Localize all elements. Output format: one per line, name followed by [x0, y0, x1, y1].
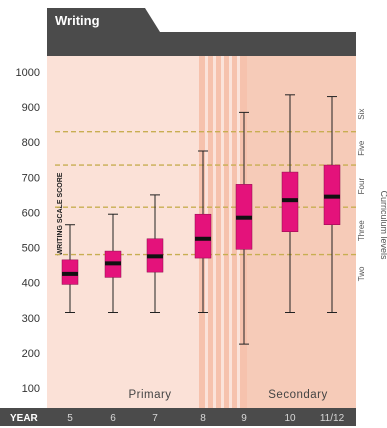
phase-label-secondary: Secondary [268, 389, 327, 401]
x-ticks: 5 6 7 8 9 10 11/12 [67, 413, 344, 424]
box-plot-year-5 [61, 224, 79, 314]
y-axis-title: WRITING SCALE SCORE [57, 172, 64, 255]
x-tick-label: 5 [67, 413, 73, 424]
header-bar [47, 32, 356, 56]
transition-stripe [213, 56, 216, 408]
y-tick-label: 500 [22, 243, 40, 255]
box-series [61, 94, 341, 345]
x-tick-label: 11/12 [320, 413, 345, 424]
box-plot-year-10 [281, 94, 299, 314]
y-tick-label: 800 [22, 137, 40, 149]
median-bar [105, 261, 121, 266]
header-tab [47, 8, 160, 32]
median-bar [62, 271, 78, 276]
box-plot-year-6 [104, 213, 122, 314]
x-tick-label: 10 [284, 413, 296, 424]
median-bar [147, 254, 163, 259]
transition-stripe [221, 56, 224, 408]
y-tick-label: 400 [22, 278, 40, 290]
transition-stripe [229, 56, 232, 408]
y-tick-label: 600 [22, 207, 40, 219]
chart-title: Writing [55, 13, 100, 28]
curriculum-level-label: Five [357, 140, 366, 156]
y-tick-label: 300 [22, 313, 40, 325]
x-tick-label: 9 [241, 413, 247, 424]
median-bar [195, 236, 211, 241]
curriculum-axis-title: Curriculum levels [379, 190, 387, 260]
y-tick-label: 100 [22, 383, 40, 395]
x-tick-label: 8 [200, 413, 206, 424]
median-bar [236, 215, 252, 220]
x-axis-title: YEAR [10, 413, 39, 424]
box-plot-year-11-12 [323, 96, 341, 314]
median-bar [282, 198, 298, 203]
curriculum-level-label: Two [357, 266, 366, 281]
curriculum-level-labels: Two Three Four Five Six [357, 109, 366, 282]
y-tick-label: 700 [22, 172, 40, 184]
median-bar [324, 194, 340, 199]
phase-label-primary: Primary [128, 389, 171, 401]
box-plot-year-7 [146, 194, 164, 314]
iqr-box [194, 213, 212, 259]
curriculum-level-label: Four [357, 178, 366, 195]
box-plot-year-9 [235, 111, 253, 345]
y-tick-label: 900 [22, 102, 40, 114]
secondary-background [247, 56, 356, 408]
y-ticks: 100 200 300 400 500 600 700 800 900 1000 [16, 67, 40, 395]
y-tick-label: 200 [22, 348, 40, 360]
x-tick-label: 7 [152, 413, 158, 424]
x-tick-label: 6 [110, 413, 116, 424]
curriculum-level-label: Six [357, 109, 366, 120]
y-tick-label: 1000 [16, 67, 40, 79]
x-axis-bar [0, 408, 356, 426]
curriculum-level-label: Three [357, 220, 366, 241]
box-plot-year-8 [194, 150, 212, 314]
